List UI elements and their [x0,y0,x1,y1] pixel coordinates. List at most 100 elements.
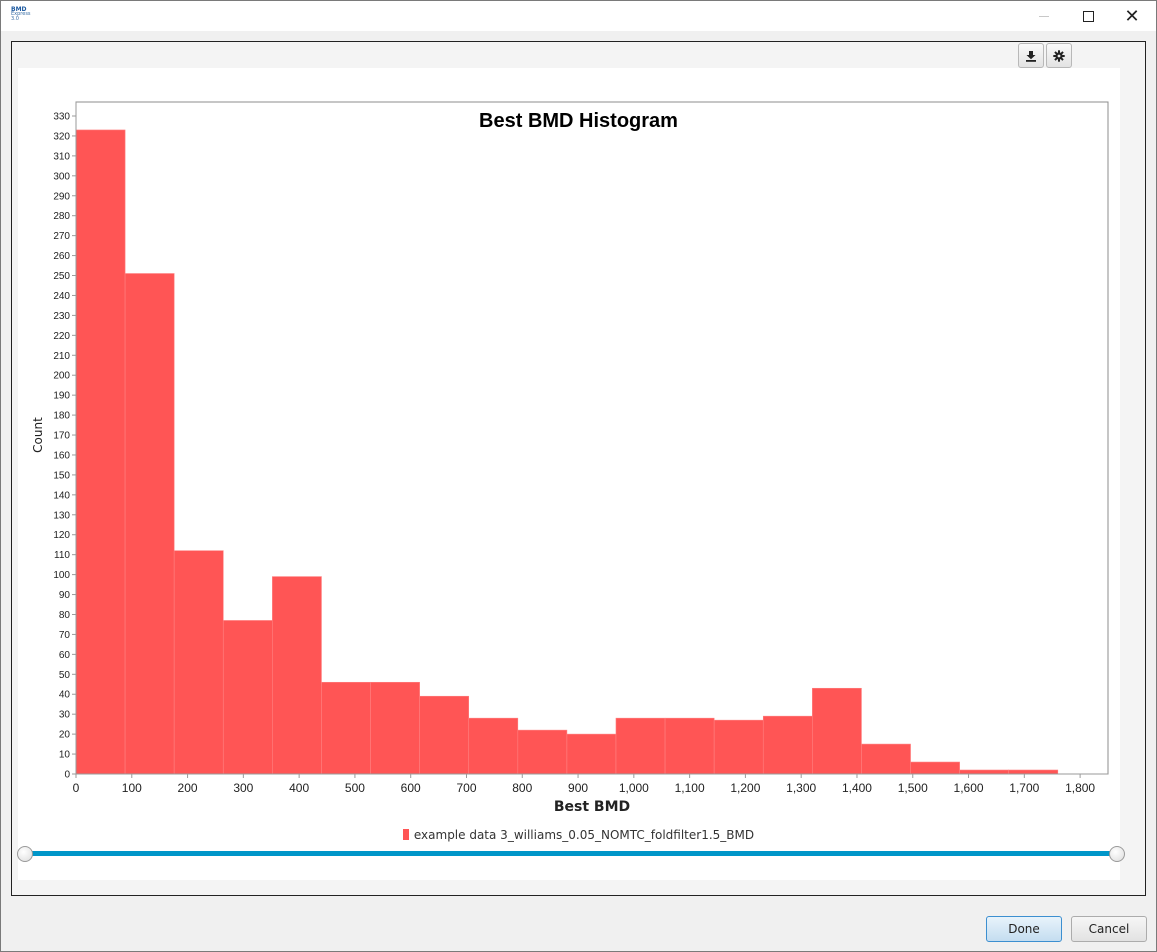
x-axis-label: Best BMD [553,799,631,815]
histogram-bar [321,681,371,775]
y-tick-label: 80 [59,610,71,621]
histogram-bar [910,761,960,775]
y-tick-label: 230 [53,311,70,322]
download-icon [1026,50,1036,62]
y-tick-label: 320 [53,131,70,142]
y-tick-label: 300 [53,171,70,182]
histogram-chart: 0 10 20 30 40 50 60 70 80 90 100 110 120 130 140 150 160… [53,101,1109,795]
y-tick-label: 70 [59,630,71,641]
histogram-bar [762,715,813,775]
close-icon: ✕ [1124,5,1140,27]
y-tick-label: 290 [53,191,70,202]
y-tick-label: 180 [53,411,70,422]
histogram-bar [370,681,420,775]
x-tick-label: 1,300 [786,781,816,795]
y-tick-label: 20 [59,730,71,741]
y-tick-label: 60 [59,650,71,661]
x-tick-label: 1,000 [619,781,649,795]
done-button[interactable]: Done [986,916,1062,942]
y-tick-label: 260 [53,251,70,262]
x-tick-label: 500 [345,781,365,795]
y-tick-label: 40 [59,690,71,701]
x-tick-label: 400 [289,781,309,795]
x-tick-label: 1,700 [1009,781,1039,795]
x-tick-label: 600 [401,781,421,795]
range-slider-max-thumb[interactable] [1109,846,1125,862]
y-tick-label: 50 [59,670,71,681]
maximize-button[interactable] [1065,1,1111,31]
x-tick-label: 1,600 [954,781,984,795]
app-icon-line: Express [11,11,31,17]
x-tick-label: 700 [456,781,476,795]
minimize-icon [1039,15,1049,17]
y-axis-label: Count [31,417,45,453]
histogram-bar [468,717,519,775]
range-slider-min-thumb[interactable] [17,846,33,862]
y-tick-label: 220 [53,331,70,342]
histogram-bar [664,717,715,775]
y-tick-label: 250 [53,271,70,282]
legend-swatch [402,829,409,840]
app-icon-line: 3.0 [11,16,19,22]
legend-label: example data 3_williams_0.05_NOMTC_foldf… [413,828,755,842]
x-tick-label: 1,200 [730,781,760,795]
x-tick-label: 1,800 [1065,781,1095,795]
histogram-bar [812,687,862,775]
title-bar: BMD Express 3.0 ✕ [1,1,1156,31]
histogram-bar [959,769,1010,775]
range-slider-track[interactable] [25,851,1122,856]
y-tick-label: 150 [53,470,70,481]
y-tick-label: 30 [59,710,71,721]
x-tick-label: 200 [178,781,198,795]
y-tick-label: 170 [53,431,70,442]
x-tick-label: 800 [512,781,532,795]
histogram-bar [566,733,617,775]
x-tick-label: 1,100 [675,781,705,795]
y-tick-label: 200 [53,371,70,382]
y-tick-label: 130 [53,510,70,521]
y-tick-label: 280 [53,211,70,222]
y-tick-label: 100 [53,570,70,581]
histogram-bar [517,729,568,775]
legend: example data 3_williams_0.05_NOMTC_foldf… [12,828,1145,842]
histogram-bar [419,695,470,775]
gear-icon [1053,49,1065,62]
histogram-bar [124,273,175,775]
x-tick-label: 300 [233,781,253,795]
download-button[interactable] [1018,43,1044,68]
y-tick-label: 90 [59,590,71,601]
range-slider[interactable] [17,846,1132,862]
x-tick-label: 900 [568,781,588,795]
y-tick-label: 160 [53,450,70,461]
chart-panel: 0 10 20 30 40 50 60 70 80 90 100 110 120 130 140 150 160… [11,41,1146,896]
y-tick-label: 270 [53,231,70,242]
x-tick-label: 100 [122,781,142,795]
y-tick-label: 10 [59,750,71,761]
y-tick-label: 310 [53,151,70,162]
histogram-bar [861,743,911,775]
chart-title: Best BMD Histogram [479,110,678,132]
histogram-bar [713,719,764,775]
y-tick-label: 110 [54,550,70,561]
y-tick-label: 330 [53,112,70,123]
histogram-bar [272,576,322,775]
x-tick-label: 0 [73,781,80,795]
x-tick-label: 1,400 [842,781,872,795]
y-tick-label: 0 [64,770,70,781]
y-tick-label: 120 [53,530,70,541]
app-icon: BMD Express 3.0 [11,6,31,25]
histogram-bar [173,550,224,775]
cancel-button[interactable]: Cancel [1071,916,1147,942]
y-tick-label: 210 [53,351,70,362]
histogram-bar [75,129,126,775]
y-tick-label: 190 [53,391,70,402]
minimize-button[interactable] [1021,1,1067,31]
histogram-bar [1008,769,1059,775]
settings-button[interactable] [1046,43,1072,68]
maximize-icon [1082,10,1094,22]
x-tick-label: 1,500 [898,781,928,795]
y-tick-label: 140 [53,490,70,501]
app-icon-line: BMD [11,6,27,13]
close-button[interactable]: ✕ [1109,1,1155,31]
y-tick-label: 240 [53,291,70,302]
